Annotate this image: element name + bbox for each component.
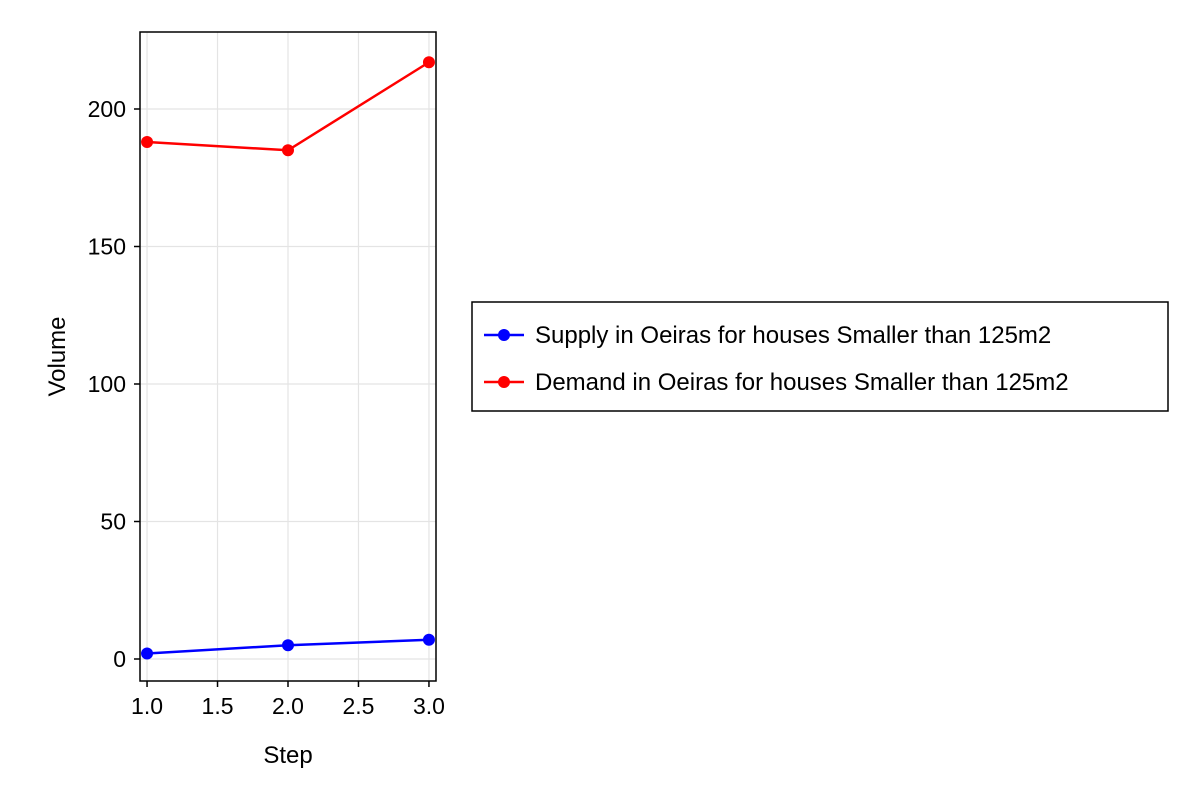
grid-lines (140, 32, 436, 681)
series-0-point (141, 647, 154, 660)
x-tick-label: 1.0 (131, 693, 163, 719)
x-tick-label: 2.0 (272, 693, 304, 719)
axis-ticks: 1.0 1.5 2.0 2.5 3.0 0 50 100 150 200 (88, 96, 445, 719)
legend: Supply in Oeiras for houses Smaller than… (471, 301, 1169, 412)
y-tick-label: 50 (100, 509, 126, 535)
x-tick-label: 3.0 (413, 693, 445, 719)
legend-marker (498, 329, 510, 341)
y-tick-label: 100 (88, 371, 126, 397)
y-tick-label: 0 (113, 646, 126, 672)
x-axis-title: Step (263, 742, 312, 769)
x-tick-label: 2.5 (342, 693, 374, 719)
x-tick-label: 1.5 (202, 693, 234, 719)
series-1-point (422, 56, 435, 69)
y-tick-label: 150 (88, 234, 126, 260)
series-layer (141, 56, 435, 660)
legend-marker (498, 376, 510, 388)
legend-label: Demand in Oeiras for houses Smaller than… (535, 369, 1069, 396)
legend-label: Supply in Oeiras for houses Smaller than… (535, 322, 1051, 349)
series-1-point (141, 136, 154, 148)
series-0-point (422, 633, 435, 646)
series-0-point (282, 639, 294, 652)
y-axis-title: Volume (44, 316, 71, 396)
series-1-point (282, 144, 294, 157)
legend-frame (471, 301, 1169, 412)
y-tick-label: 200 (88, 96, 126, 122)
